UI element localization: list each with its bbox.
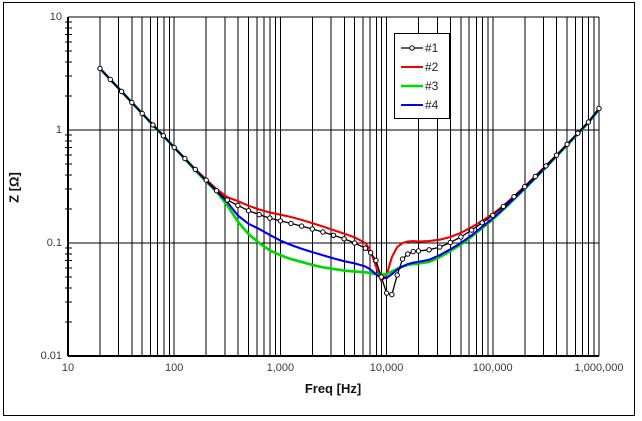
legend-line-sample [401,65,423,68]
series-marker-1 [192,166,199,173]
series-marker-1 [458,234,464,240]
x-tick-label: 1,000 [266,362,295,374]
series-marker-1 [171,144,177,151]
y-tick-label: 10 [49,11,62,23]
y-tick-label: 0.01 [40,350,62,362]
legend-line-sample [401,103,423,106]
series-marker-1 [553,152,560,158]
series-marker-1 [415,248,422,254]
series-marker-1 [468,227,475,233]
legend-item-1: #1 [401,41,449,54]
series-marker-1 [118,88,125,95]
series-marker-1 [437,244,443,250]
series-marker-1 [160,133,167,139]
series-line-2 [98,67,601,283]
x-tick-label: 100 [165,362,184,374]
series-marker-1 [129,99,135,106]
series-marker-1 [256,212,262,218]
chart-outer-frame [3,2,635,416]
series-marker-1 [352,240,358,246]
series-marker-1 [213,188,220,194]
series-marker-1 [490,212,496,219]
series-marker-1 [150,122,156,128]
legend-label: #3 [425,78,439,93]
series-marker-1 [203,177,209,183]
y-tick-label: 1 [55,124,62,136]
x-tick-label: 1,000,000 [574,362,624,374]
series-marker-1 [267,215,273,221]
series-marker-1 [298,223,305,229]
series-marker-1 [182,155,188,162]
series-marker-1 [288,220,294,227]
series-marker-1 [277,218,284,224]
series-marker-1 [309,226,315,232]
series-line-1 [99,67,600,296]
series-marker-1 [511,194,517,200]
y-tick-label: 0.1 [46,237,62,249]
series-marker-1 [564,141,570,148]
series-marker-1 [378,274,384,280]
legend: #1 #2 #3 #4 [394,33,450,119]
legend-line-sample [401,44,423,51]
series-marker-1 [543,163,549,169]
series-marker-1 [426,247,432,253]
series-marker-1 [479,220,485,226]
x-tick-label: 10,000 [369,362,404,374]
series-marker-1 [97,65,103,72]
legend-line-sample [401,84,423,87]
series-marker-1 [383,290,390,296]
series-marker-1 [320,229,326,235]
series-marker-1 [235,202,241,209]
legend-label: #2 [425,59,439,74]
series-marker-1 [447,239,453,246]
legend-item-2: #2 [401,60,449,73]
legend-label: #4 [425,97,439,112]
x-tick-label: 100,000 [472,362,513,374]
series-marker-1 [224,197,231,203]
legend-item-3: #3 [401,79,449,92]
series-marker-1 [399,256,406,262]
series-marker-1 [389,291,395,298]
x-tick-label: 10 [61,362,75,374]
series-marker-1 [532,173,538,180]
series-marker-1 [107,76,114,83]
series-marker-1 [394,272,400,278]
series-marker-1 [410,248,416,255]
legend-label: #1 [425,40,439,55]
series-marker-1 [522,184,528,190]
series-marker-1 [405,251,411,257]
series-marker-1 [500,203,507,210]
legend-item-4: #4 [401,98,449,111]
series-marker-1 [139,110,145,117]
series-marker-1 [341,236,347,242]
series-line-4 [98,67,601,280]
series-marker-1 [330,232,337,239]
y-axis-title: Z [Ω] [6,172,22,203]
series-marker-1 [585,119,592,125]
series-marker-1 [368,250,374,256]
series-marker-1 [373,257,379,264]
series-marker-1 [596,105,602,112]
x-axis-title: Freq [Hz] [304,381,362,396]
series-marker-1 [362,245,369,251]
series-marker-1 [245,208,252,214]
series-marker-1 [575,130,581,136]
